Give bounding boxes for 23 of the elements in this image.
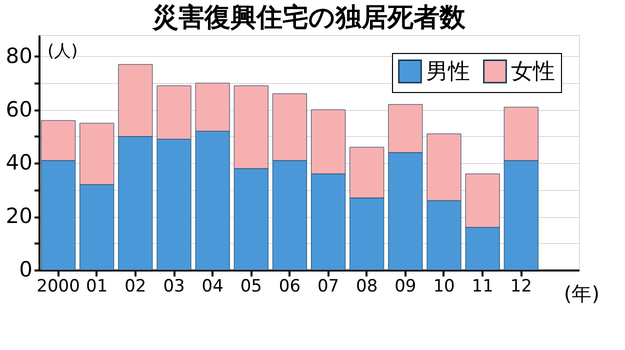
x-tick-label: 07 <box>317 276 340 296</box>
x-tick-label: 09 <box>394 276 416 296</box>
y-tick-label: 20 <box>6 204 32 228</box>
x-axis-title: (年) <box>564 282 600 306</box>
x-tick-label: 08 <box>356 276 378 296</box>
x-tick-label: 12 <box>510 276 532 296</box>
y-tick-label: 60 <box>6 97 32 122</box>
y-axis-title: (人) <box>48 42 78 62</box>
y-tick-label: 0 <box>19 258 32 282</box>
legend-label: 女性 <box>511 59 555 84</box>
x-tick-label: 10 <box>433 276 455 296</box>
x-tick-label: 11 <box>472 276 494 296</box>
y-tick-label: 40 <box>6 150 32 175</box>
x-tick-label: 06 <box>278 276 301 296</box>
legend-label: 男性 <box>426 59 470 84</box>
x-tick-label: 2000 <box>36 276 80 296</box>
y-tick-label: 80 <box>6 44 32 68</box>
x-tick-label: 04 <box>202 276 224 296</box>
chart-title: 災害復興住宅の独居死者数 <box>152 3 466 33</box>
x-tick-label: 03 <box>163 276 185 296</box>
x-tick-label: 02 <box>124 276 146 296</box>
x-tick-label: 01 <box>86 276 108 296</box>
x-tick-label: 05 <box>240 276 262 296</box>
